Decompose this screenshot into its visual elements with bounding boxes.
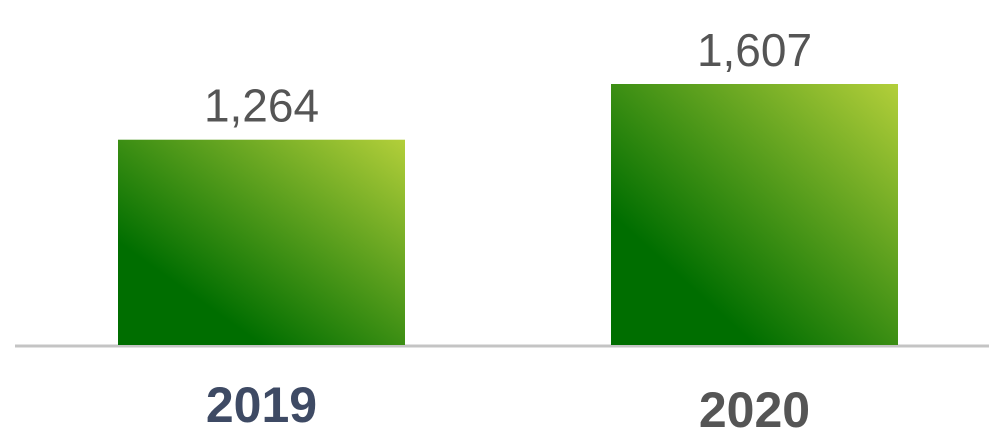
value-label: 1,607 [697,24,812,76]
category-label: 2020 [699,382,810,431]
bar [611,84,898,345]
value-label: 1,264 [204,80,319,132]
category-label: 2019 [206,377,317,431]
bar [118,139,405,345]
